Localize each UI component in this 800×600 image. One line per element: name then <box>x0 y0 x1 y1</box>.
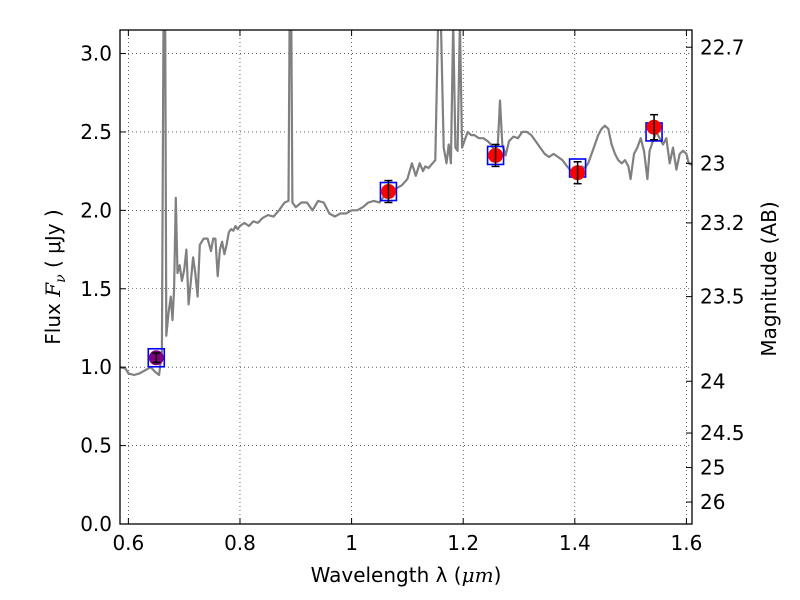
y-tick-label: 3.0 <box>80 42 112 66</box>
photometry-layer <box>147 113 663 368</box>
x-tick-label: 1.6 <box>671 531 703 555</box>
y-tick-label: 2.5 <box>80 120 112 144</box>
plot-frame <box>119 29 693 525</box>
y2-axis-label: Magnitude (AB) <box>757 201 781 356</box>
y2-tick-label: 24.5 <box>700 421 745 445</box>
model-photometry-square <box>147 347 166 368</box>
x-tick-label: 1.4 <box>559 531 591 555</box>
x-tick-label: 0.6 <box>112 531 144 555</box>
y2-tick-label: 23 <box>700 151 725 175</box>
y2-tick-label: 25 <box>700 456 725 480</box>
spectrum-layer <box>120 30 692 377</box>
x-tick-label: 0.8 <box>224 531 256 555</box>
spectrum-line <box>120 30 692 377</box>
y-tick-label: 0.5 <box>80 434 112 458</box>
y-tick-label: 1.5 <box>80 277 112 301</box>
x-axis-label: Wavelength λ (μm) <box>311 563 502 587</box>
x-tick-label: 1.2 <box>447 531 479 555</box>
x-tick-label: 1 <box>345 531 358 555</box>
y2-tick-label: 23.2 <box>700 211 745 235</box>
y2-tick-label: 22.7 <box>700 35 745 59</box>
y2-tick-label: 24 <box>700 369 725 393</box>
y-tick-label: 1.0 <box>80 355 112 379</box>
y2-tick-label: 23.5 <box>700 285 745 309</box>
y-tick-label: 2.0 <box>80 198 112 222</box>
y-axis-label: Flux Fν ( μJy ) <box>41 209 69 344</box>
y2-tick-label: 26 <box>700 490 725 514</box>
y-tick-label: 0.0 <box>80 512 112 536</box>
axis-ticks: 0.6 0.8 1 1.2 1.4 1.6 0.0 0.5 1.0 1.5 2.0 2.5 3.0 22.… <box>80 30 745 555</box>
